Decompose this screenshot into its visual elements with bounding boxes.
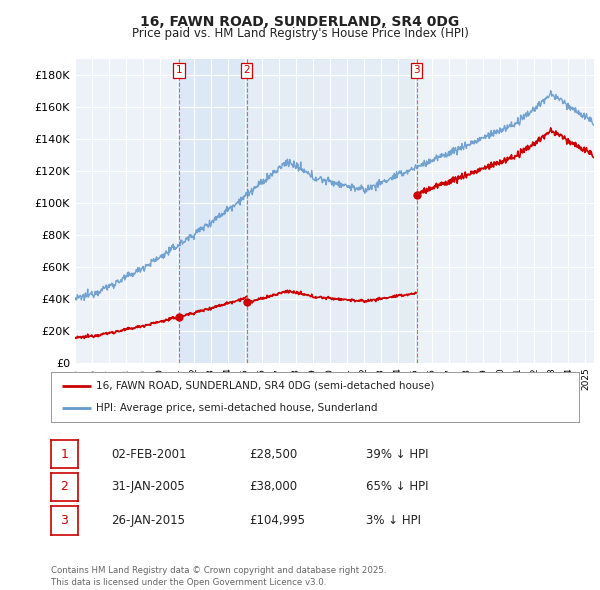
Text: Contains HM Land Registry data © Crown copyright and database right 2025.
This d: Contains HM Land Registry data © Crown c…	[51, 566, 386, 587]
Text: Price paid vs. HM Land Registry's House Price Index (HPI): Price paid vs. HM Land Registry's House …	[131, 27, 469, 40]
Text: 3% ↓ HPI: 3% ↓ HPI	[366, 514, 421, 527]
Text: 1: 1	[175, 65, 182, 75]
Text: 39% ↓ HPI: 39% ↓ HPI	[366, 448, 428, 461]
Text: 3: 3	[413, 65, 420, 75]
Text: 2: 2	[243, 65, 250, 75]
Text: 02-FEB-2001: 02-FEB-2001	[111, 448, 187, 461]
Text: £104,995: £104,995	[249, 514, 305, 527]
Text: 26-JAN-2015: 26-JAN-2015	[111, 514, 185, 527]
Text: 31-JAN-2005: 31-JAN-2005	[111, 480, 185, 493]
Text: HPI: Average price, semi-detached house, Sunderland: HPI: Average price, semi-detached house,…	[96, 403, 377, 413]
Text: £28,500: £28,500	[249, 448, 297, 461]
Text: 65% ↓ HPI: 65% ↓ HPI	[366, 480, 428, 493]
Text: 2: 2	[61, 480, 68, 493]
Text: 16, FAWN ROAD, SUNDERLAND, SR4 0DG (semi-detached house): 16, FAWN ROAD, SUNDERLAND, SR4 0DG (semi…	[96, 381, 434, 391]
Text: 16, FAWN ROAD, SUNDERLAND, SR4 0DG: 16, FAWN ROAD, SUNDERLAND, SR4 0DG	[140, 15, 460, 29]
Text: 3: 3	[61, 514, 68, 527]
Bar	[179, 59, 247, 363]
Text: 1: 1	[61, 448, 68, 461]
Bar	[247, 59, 416, 363]
Text: £38,000: £38,000	[249, 480, 297, 493]
